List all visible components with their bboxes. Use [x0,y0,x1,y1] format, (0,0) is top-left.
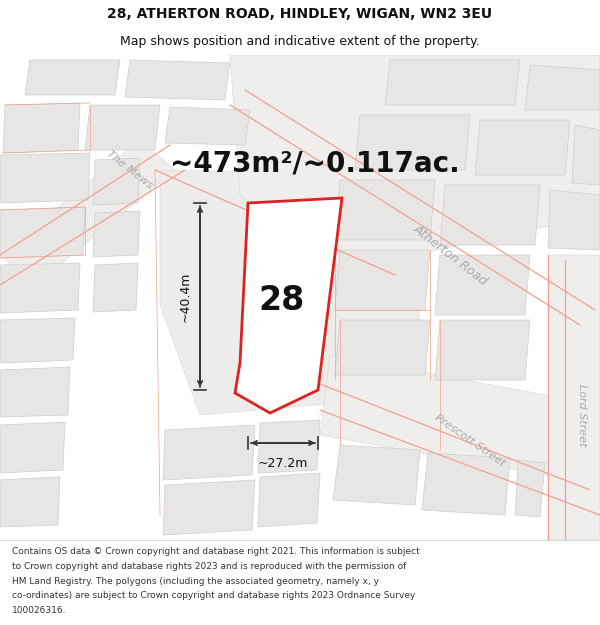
Polygon shape [163,425,255,480]
Polygon shape [25,60,120,95]
Text: ~473m²/~0.117ac.: ~473m²/~0.117ac. [170,149,460,177]
Polygon shape [3,103,80,153]
Polygon shape [515,460,545,517]
Polygon shape [475,120,570,175]
Text: ~40.4m: ~40.4m [179,271,192,322]
Text: Map shows position and indicative extent of the property.: Map shows position and indicative extent… [120,35,480,48]
Polygon shape [335,320,430,375]
Polygon shape [235,198,342,413]
Polygon shape [385,60,520,105]
Polygon shape [0,477,60,527]
Polygon shape [435,320,530,380]
Text: 100026316.: 100026316. [12,606,67,615]
Polygon shape [335,180,435,240]
Polygon shape [230,55,600,275]
Polygon shape [160,170,430,415]
Text: Contains OS data © Crown copyright and database right 2021. This information is : Contains OS data © Crown copyright and d… [12,547,420,556]
Polygon shape [333,445,420,505]
Text: ~27.2m: ~27.2m [258,457,308,470]
Polygon shape [0,153,90,203]
Text: HM Land Registry. The polygons (including the associated geometry, namely x, y: HM Land Registry. The polygons (includin… [12,576,379,586]
Polygon shape [548,255,600,540]
Polygon shape [548,190,600,250]
Polygon shape [422,453,510,515]
Text: The Mews: The Mews [105,149,155,191]
Polygon shape [0,422,65,473]
Polygon shape [125,60,230,100]
Polygon shape [93,263,138,312]
Polygon shape [258,420,320,473]
Polygon shape [163,480,255,535]
Text: co-ordinates) are subject to Crown copyright and database rights 2023 Ordnance S: co-ordinates) are subject to Crown copyr… [12,591,415,601]
Polygon shape [85,105,160,150]
Text: Lord Street: Lord Street [577,384,587,446]
Polygon shape [335,250,430,310]
Text: 28: 28 [259,284,305,316]
Polygon shape [93,158,140,205]
Polygon shape [572,125,600,185]
Polygon shape [0,263,80,313]
Text: Prescott Street: Prescott Street [433,412,507,468]
Polygon shape [165,107,250,145]
Polygon shape [0,140,175,285]
Polygon shape [525,65,600,110]
Polygon shape [0,318,75,363]
Polygon shape [320,355,600,485]
Text: 28, ATHERTON ROAD, HINDLEY, WIGAN, WN2 3EU: 28, ATHERTON ROAD, HINDLEY, WIGAN, WN2 3… [107,7,493,21]
Polygon shape [0,367,70,417]
Polygon shape [440,185,540,245]
Text: to Crown copyright and database rights 2023 and is reproduced with the permissio: to Crown copyright and database rights 2… [12,562,406,571]
Polygon shape [258,473,320,527]
Polygon shape [0,207,85,258]
Text: Atherton Road: Atherton Road [410,222,490,288]
Polygon shape [435,255,530,315]
Polygon shape [93,211,140,257]
Polygon shape [355,115,470,170]
